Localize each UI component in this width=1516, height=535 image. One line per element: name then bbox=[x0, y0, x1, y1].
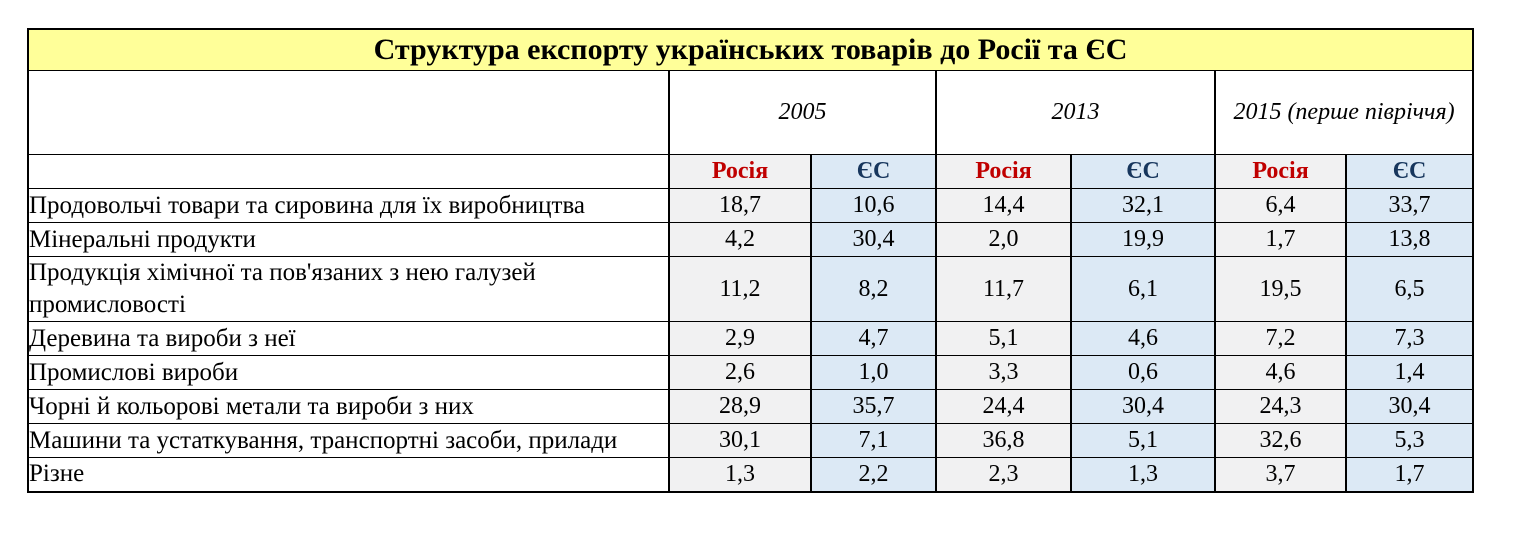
value-cell: 19,9 bbox=[1070, 222, 1216, 257]
value-cell: 1,4 bbox=[1344, 355, 1475, 390]
value-cell: 4,6 bbox=[1070, 321, 1216, 356]
subheader-russia-2005: Росія bbox=[668, 154, 812, 189]
subheader-row: Росія ЄС Росія ЄС Росія ЄС bbox=[27, 154, 1475, 189]
value-cell: 2,9 bbox=[668, 321, 812, 356]
value-cell: 0,6 bbox=[1070, 355, 1216, 390]
value-cell: 13,8 bbox=[1344, 222, 1475, 257]
value-cell: 30,4 bbox=[1344, 389, 1475, 424]
value-cell: 4,6 bbox=[1214, 355, 1347, 390]
row-label: Деревина та вироби з неї bbox=[27, 321, 670, 356]
table-row: Продукція хімічної та пов'язаних з нею г… bbox=[27, 256, 1475, 322]
value-cell: 35,7 bbox=[810, 389, 937, 424]
value-cell: 19,5 bbox=[1214, 256, 1347, 322]
value-cell: 7,1 bbox=[810, 423, 937, 458]
year-header-2015: 2015 (перше півріччя) bbox=[1213, 70, 1475, 155]
value-cell: 11,7 bbox=[935, 256, 1072, 322]
value-cell: 24,3 bbox=[1214, 389, 1347, 424]
value-cell: 30,4 bbox=[810, 222, 937, 257]
year-header-row: 2005 2013 2015 (перше півріччя) bbox=[27, 70, 1475, 155]
table-row: Продовольчі товари та сировина для їх ви… bbox=[27, 188, 1475, 223]
value-cell: 2,2 bbox=[810, 457, 937, 492]
row-label: Машини та устаткування, транспортні засо… bbox=[27, 423, 670, 458]
value-cell: 24,4 bbox=[935, 389, 1072, 424]
title-row: Структура експорту українських товарів д… bbox=[26, 28, 1475, 71]
value-cell: 1,7 bbox=[1344, 457, 1475, 492]
value-cell: 2,6 bbox=[668, 355, 812, 390]
value-cell: 5,3 bbox=[1344, 423, 1475, 458]
subheader-eu-2005: ЄС bbox=[810, 154, 937, 189]
value-cell: 5,1 bbox=[1070, 423, 1216, 458]
value-cell: 3,7 bbox=[1214, 457, 1347, 492]
value-cell: 18,7 bbox=[668, 188, 812, 223]
table-row: Деревина та вироби з неї 2,9 4,7 5,1 4,6 7,2 7… bbox=[27, 321, 1475, 356]
value-cell: 6,1 bbox=[1070, 256, 1216, 322]
value-cell: 28,9 bbox=[668, 389, 812, 424]
year-header-2013: 2013 bbox=[935, 70, 1216, 155]
empty-corner-cell bbox=[27, 70, 670, 155]
value-cell: 1,0 bbox=[810, 355, 937, 390]
subheader-eu-2015: ЄС bbox=[1344, 154, 1475, 189]
row-label: Мінеральні продукти bbox=[27, 222, 670, 257]
value-cell: 4,7 bbox=[810, 321, 937, 356]
value-cell: 8,2 bbox=[810, 256, 937, 322]
value-cell: 30,4 bbox=[1070, 389, 1216, 424]
table-row: Різне 1,3 2,2 2,3 1,3 3,7 1,7 bbox=[27, 457, 1475, 492]
value-cell: 5,1 bbox=[935, 321, 1072, 356]
value-cell: 32,6 bbox=[1214, 423, 1347, 458]
value-cell: 32,1 bbox=[1070, 188, 1216, 223]
value-cell: 10,6 bbox=[810, 188, 937, 223]
value-cell: 7,3 bbox=[1344, 321, 1475, 356]
value-cell: 30,1 bbox=[668, 423, 812, 458]
value-cell: 2,3 bbox=[935, 457, 1072, 492]
table-body: Продовольчі товари та сировина для їх ви… bbox=[27, 188, 1475, 492]
value-cell: 6,5 bbox=[1344, 256, 1475, 322]
value-cell: 2,0 bbox=[935, 222, 1072, 257]
table-row: Промислові вироби 2,6 1,0 3,3 0,6 4,6 1,4 bbox=[27, 355, 1475, 390]
page-title: Структура експорту українських товарів д… bbox=[26, 28, 1475, 71]
value-cell: 14,4 bbox=[935, 188, 1072, 223]
row-label: Різне bbox=[27, 457, 670, 492]
row-label: Продукція хімічної та пов'язаних з нею г… bbox=[27, 256, 670, 322]
empty-corner-cell bbox=[27, 154, 670, 189]
row-label: Продовольчі товари та сировина для їх ви… bbox=[27, 188, 670, 223]
value-cell: 36,8 bbox=[935, 423, 1072, 458]
table-row: Машини та устаткування, транспортні засо… bbox=[27, 423, 1475, 458]
year-header-2005: 2005 bbox=[668, 70, 937, 155]
row-label: Чорні й кольорові метали та вироби з них bbox=[27, 389, 670, 424]
value-cell: 1,3 bbox=[668, 457, 812, 492]
table-row: Чорні й кольорові метали та вироби з них… bbox=[27, 389, 1475, 424]
row-label: Промислові вироби bbox=[27, 355, 670, 390]
subheader-russia-2015: Росія bbox=[1214, 154, 1347, 189]
export-structure-table: Структура експорту українських товарів д… bbox=[26, 28, 1475, 493]
value-cell: 1,3 bbox=[1070, 457, 1216, 492]
value-cell: 11,2 bbox=[668, 256, 812, 322]
table-row: Мінеральні продукти 4,2 30,4 2,0 19,9 1,7 13,8 bbox=[27, 222, 1475, 257]
value-cell: 3,3 bbox=[935, 355, 1072, 390]
value-cell: 1,7 bbox=[1214, 222, 1347, 257]
subheader-russia-2013: Росія bbox=[935, 154, 1072, 189]
value-cell: 7,2 bbox=[1214, 321, 1347, 356]
value-cell: 4,2 bbox=[668, 222, 812, 257]
value-cell: 6,4 bbox=[1214, 188, 1347, 223]
value-cell: 33,7 bbox=[1344, 188, 1475, 223]
subheader-eu-2013: ЄС bbox=[1070, 154, 1216, 189]
